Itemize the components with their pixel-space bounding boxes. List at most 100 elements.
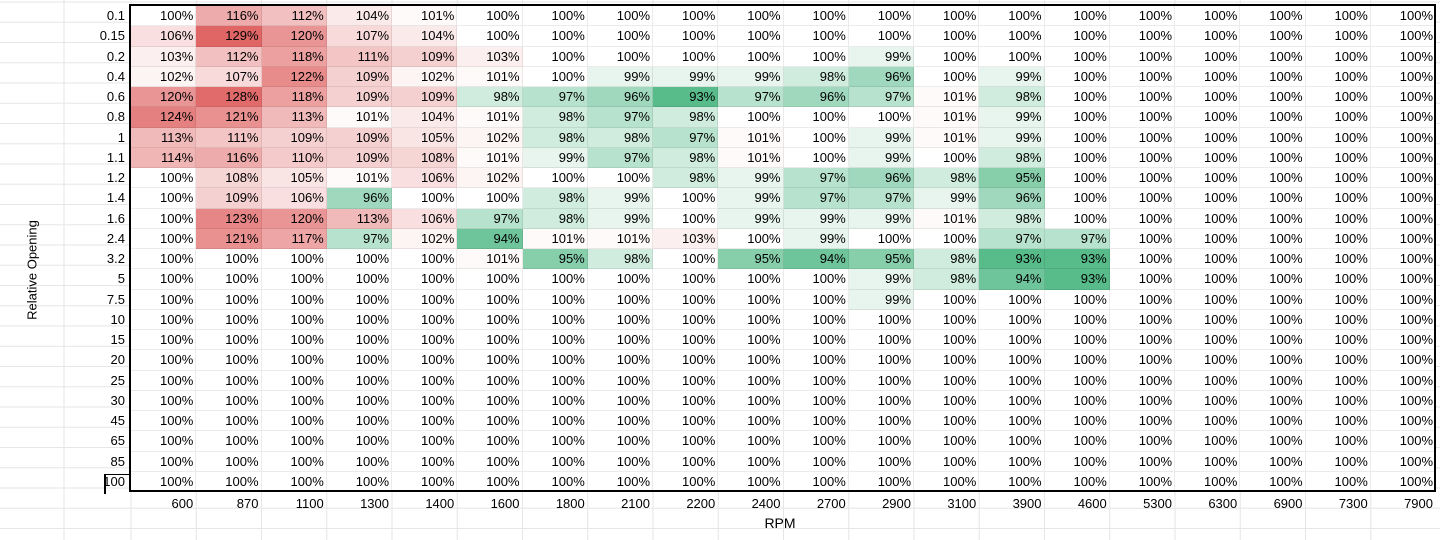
heatmap-cell: 100%	[457, 431, 523, 452]
heatmap-cell: 100%	[457, 309, 523, 330]
heatmap-cell: 100%	[1175, 309, 1241, 330]
heatmap-cell: 97%	[848, 87, 914, 108]
heatmap-cell: 100%	[1109, 147, 1175, 168]
heatmap-cell: 100%	[783, 431, 849, 452]
heatmap-cell: 108%	[196, 168, 262, 189]
heatmap-cell: 96%	[587, 87, 653, 108]
heatmap-cell: 99%	[979, 66, 1045, 87]
row-label: 100	[103, 473, 125, 489]
heatmap-cell: 100%	[1175, 330, 1241, 351]
heatmap-cell: 100%	[783, 471, 849, 492]
heatmap-cell: 100%	[1109, 66, 1175, 87]
heatmap-cell: 100%	[1175, 66, 1241, 87]
heatmap-cell: 100%	[718, 370, 784, 391]
column-label: 2700	[816, 496, 846, 511]
heatmap-cell: 99%	[587, 66, 653, 87]
heatmap-cell: 118%	[261, 46, 327, 67]
heatmap-cell: 100%	[653, 431, 719, 452]
heatmap-cell: 100%	[1240, 350, 1306, 371]
heatmap-cell: 100%	[848, 350, 914, 371]
heatmap-cell: 100%	[1175, 107, 1241, 128]
heatmap-cell: 100%	[587, 370, 653, 391]
heatmap-cell: 100%	[979, 309, 1045, 330]
heatmap-cell: 100%	[1305, 431, 1371, 452]
heatmap-cell: 100%	[1044, 188, 1110, 209]
heatmap-cell: 100%	[1305, 87, 1371, 108]
heatmap-cell: 121%	[196, 228, 262, 249]
heatmap-cell: 100%	[196, 330, 262, 351]
column-label: 1800	[555, 496, 585, 511]
heatmap-cell: 100%	[1370, 370, 1436, 391]
heatmap-cell: 104%	[392, 107, 458, 128]
row-label: 65	[110, 433, 125, 449]
row-label: 20	[110, 352, 125, 368]
heatmap-cell: 100%	[1240, 451, 1306, 472]
column-label: 6300	[1208, 496, 1238, 511]
heatmap-cell: 100%	[718, 350, 784, 371]
heatmap-cell: 100%	[326, 269, 392, 290]
heatmap-cell: 100%	[392, 309, 458, 330]
heatmap-cell: 100%	[457, 330, 523, 351]
heatmap-cell: 100%	[718, 6, 784, 27]
heatmap-cell: 100%	[326, 330, 392, 351]
heatmap-cell: 101%	[914, 87, 980, 108]
heatmap-cell: 100%	[131, 228, 197, 249]
heatmap-cell: 100%	[718, 269, 784, 290]
heatmap-cell: 100%	[979, 390, 1045, 411]
heatmap-cell: 100%	[131, 188, 197, 209]
heatmap-cell: 100%	[1109, 6, 1175, 27]
heatmap-cell: 100%	[1240, 370, 1306, 391]
heatmap-cell: 100%	[1370, 127, 1436, 148]
heatmap-cell: 111%	[196, 127, 262, 148]
heatmap-cell: 100%	[1305, 107, 1371, 128]
heatmap-cell: 110%	[261, 147, 327, 168]
heatmap-cell: 98%	[653, 107, 719, 128]
heatmap-cell: 100%	[1109, 471, 1175, 492]
heatmap-cell: 100%	[1305, 269, 1371, 290]
heatmap-cell: 100%	[392, 471, 458, 492]
heatmap-cell: 107%	[196, 66, 262, 87]
heatmap-cell: 100%	[196, 289, 262, 310]
heatmap-cell: 100%	[326, 309, 392, 330]
heatmap-cell: 100%	[1044, 330, 1110, 351]
heatmap-cell: 100%	[131, 350, 197, 371]
heatmap-cell: 100%	[1109, 127, 1175, 148]
heatmap-cell: 100%	[653, 471, 719, 492]
heatmap-cell: 100%	[718, 309, 784, 330]
heatmap-cell: 100%	[1109, 350, 1175, 371]
heatmap-cell: 100%	[914, 147, 980, 168]
heatmap-cell: 98%	[587, 249, 653, 270]
heatmap-cell: 100%	[457, 350, 523, 371]
heatmap-cell: 100%	[653, 46, 719, 67]
heatmap-cell: 100%	[1370, 26, 1436, 47]
heatmap-cell: 98%	[914, 168, 980, 189]
heatmap-cell: 100%	[1175, 188, 1241, 209]
heatmap-cell: 100%	[326, 289, 392, 310]
heatmap-cell: 100%	[522, 390, 588, 411]
heatmap-cell: 100%	[1370, 87, 1436, 108]
heatmap-cell: 100%	[1305, 330, 1371, 351]
heatmap-cell: 100%	[261, 309, 327, 330]
heatmap-cell: 97%	[979, 228, 1045, 249]
heatmap-cell: 100%	[587, 350, 653, 371]
heatmap-cell: 100%	[522, 269, 588, 290]
heatmap-cell: 100%	[587, 309, 653, 330]
heatmap-cell: 98%	[522, 127, 588, 148]
heatmap-cell: 100%	[848, 107, 914, 128]
heatmap-cell: 120%	[261, 26, 327, 47]
heatmap-cell: 100%	[1305, 188, 1371, 209]
heatmap-cell: 100%	[196, 350, 262, 371]
heatmap-cell: 99%	[718, 188, 784, 209]
heatmap-cell: 100%	[1370, 350, 1436, 371]
heatmap-cell: 100%	[1305, 411, 1371, 432]
heatmap-cell: 100%	[1370, 390, 1436, 411]
heatmap-cell: 100%	[1044, 370, 1110, 391]
heatmap-cell: 100%	[914, 46, 980, 67]
heatmap-cell: 100%	[979, 451, 1045, 472]
row-label: 85	[110, 453, 125, 469]
heatmap-cell: 113%	[261, 107, 327, 128]
heatmap-cell: 100%	[522, 289, 588, 310]
heatmap-cell: 100%	[131, 249, 197, 270]
heatmap-cell: 99%	[783, 228, 849, 249]
heatmap-cell: 100%	[914, 431, 980, 452]
